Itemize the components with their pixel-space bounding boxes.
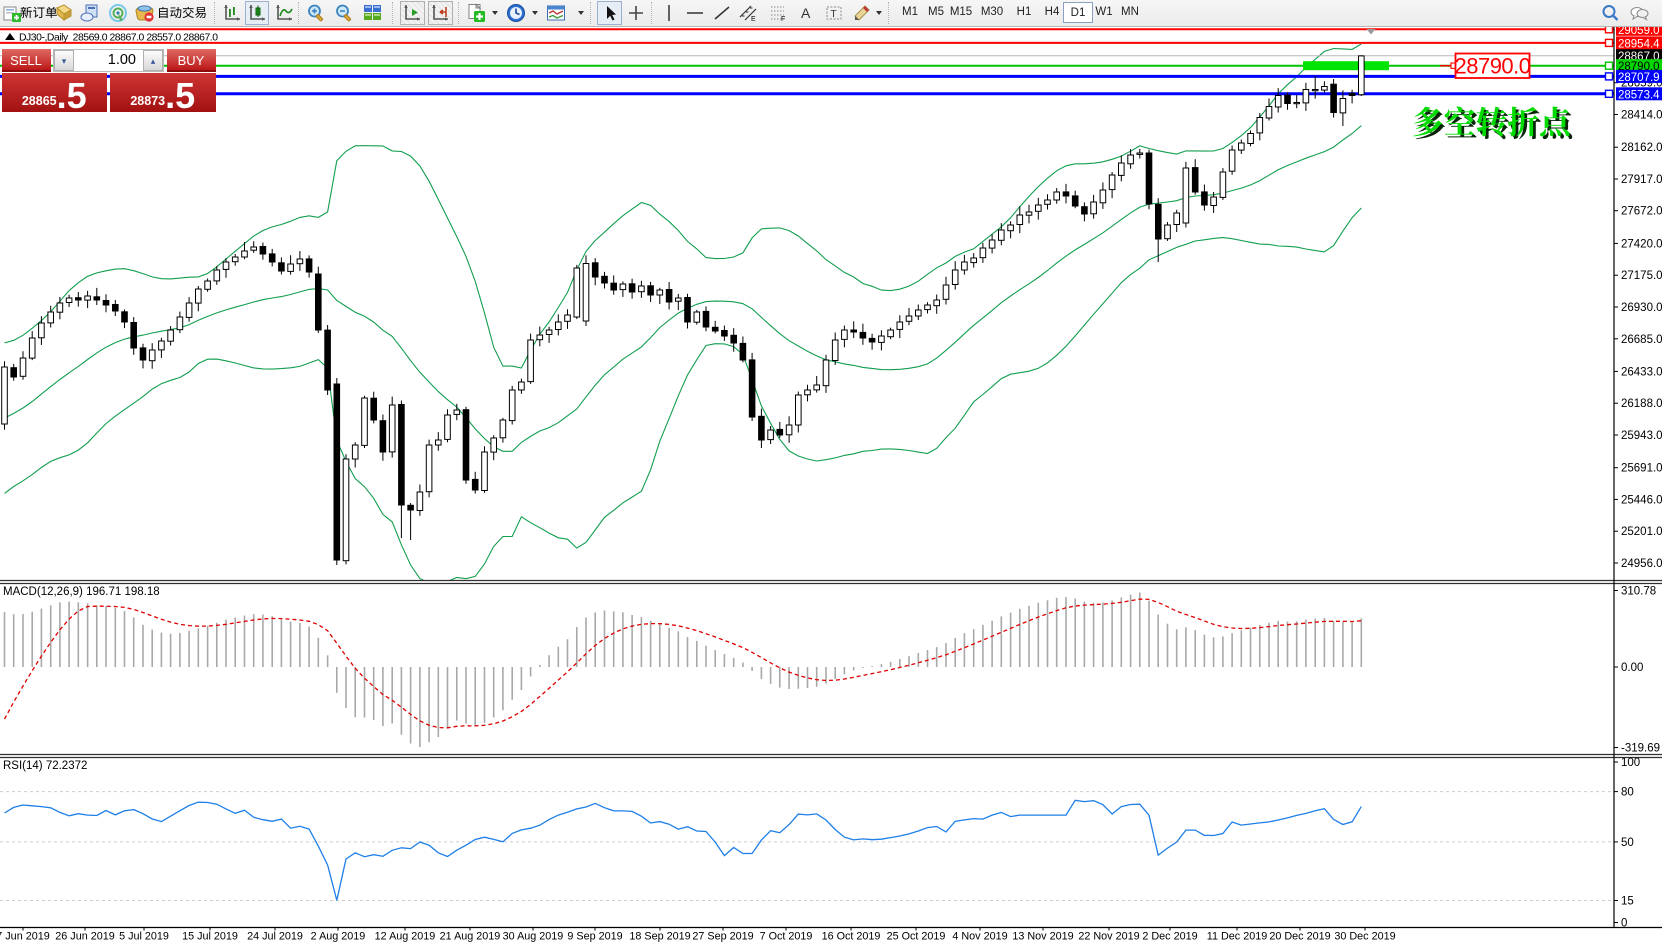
svg-text:18 Sep 2019: 18 Sep 2019 bbox=[629, 931, 690, 943]
svg-text:25691.0: 25691.0 bbox=[1621, 463, 1662, 475]
svg-text:4 Nov 2019: 4 Nov 2019 bbox=[952, 931, 1007, 943]
svg-text:28790.0: 28790.0 bbox=[1454, 54, 1530, 79]
svg-text:28162.0: 28162.0 bbox=[1621, 142, 1662, 154]
svg-text:29059.0: 29059.0 bbox=[1618, 27, 1660, 37]
svg-text:28954.4: 28954.4 bbox=[1618, 38, 1660, 50]
svg-text:100: 100 bbox=[1621, 757, 1640, 769]
svg-text:310.78: 310.78 bbox=[1621, 586, 1656, 598]
svg-text:2 Dec 2019: 2 Dec 2019 bbox=[1142, 931, 1197, 943]
svg-text:24 Jul 2019: 24 Jul 2019 bbox=[247, 931, 303, 943]
svg-text:2 Aug 2019: 2 Aug 2019 bbox=[311, 931, 366, 943]
svg-text:28573.4: 28573.4 bbox=[1618, 89, 1660, 101]
svg-text:26 Jun 2019: 26 Jun 2019 bbox=[55, 931, 114, 943]
svg-text:15 Jul 2019: 15 Jul 2019 bbox=[182, 931, 238, 943]
svg-text:MACD(12,26,9) 196.71 198.18: MACD(12,26,9) 196.71 198.18 bbox=[3, 586, 160, 598]
svg-text:11 Dec 2019: 11 Dec 2019 bbox=[1207, 931, 1267, 943]
svg-text:27175.0: 27175.0 bbox=[1621, 270, 1662, 282]
svg-text:7 Oct 2019: 7 Oct 2019 bbox=[760, 931, 813, 943]
svg-text:20 Dec 2019: 20 Dec 2019 bbox=[1269, 931, 1330, 943]
svg-text:13 Nov 2019: 13 Nov 2019 bbox=[1012, 931, 1073, 943]
svg-text:0: 0 bbox=[1621, 918, 1627, 930]
svg-text:5 Jul 2019: 5 Jul 2019 bbox=[119, 931, 169, 943]
svg-text:25446.0: 25446.0 bbox=[1621, 494, 1662, 506]
svg-text:-319.69: -319.69 bbox=[1621, 743, 1660, 755]
svg-text:27420.0: 27420.0 bbox=[1621, 238, 1662, 250]
svg-text:26433.0: 26433.0 bbox=[1621, 366, 1662, 378]
svg-text:25943.0: 25943.0 bbox=[1621, 430, 1662, 442]
svg-text:0.00: 0.00 bbox=[1621, 662, 1643, 674]
svg-text:27672.0: 27672.0 bbox=[1621, 206, 1662, 218]
svg-text:27 Sep 2019: 27 Sep 2019 bbox=[692, 931, 753, 943]
svg-text:30 Aug 2019: 30 Aug 2019 bbox=[503, 931, 564, 943]
svg-text:26930.0: 26930.0 bbox=[1621, 302, 1662, 314]
svg-text:50: 50 bbox=[1621, 837, 1634, 849]
svg-text:7 Jun 2019: 7 Jun 2019 bbox=[0, 931, 50, 943]
svg-text:12 Aug 2019: 12 Aug 2019 bbox=[375, 931, 436, 943]
svg-text:16 Oct 2019: 16 Oct 2019 bbox=[822, 931, 881, 943]
svg-text:28414.0: 28414.0 bbox=[1621, 110, 1662, 122]
svg-text:E: E bbox=[751, 16, 756, 23]
svg-text:30 Dec 2019: 30 Dec 2019 bbox=[1334, 931, 1395, 943]
svg-text:A: A bbox=[801, 5, 811, 21]
svg-text:22 Nov 2019: 22 Nov 2019 bbox=[1078, 931, 1139, 943]
svg-text:DJ30-,Daily 28569.0 28867.0 2: DJ30-,Daily 28569.0 28867.0 28557.0 2886… bbox=[19, 33, 218, 44]
svg-text:21 Aug 2019: 21 Aug 2019 bbox=[440, 931, 501, 943]
svg-text:9 Sep 2019: 9 Sep 2019 bbox=[567, 931, 622, 943]
svg-text:25 Oct 2019: 25 Oct 2019 bbox=[887, 931, 946, 943]
svg-text:25201.0: 25201.0 bbox=[1621, 526, 1662, 538]
svg-text:24956.0: 24956.0 bbox=[1621, 558, 1662, 570]
svg-text:26685.0: 26685.0 bbox=[1621, 334, 1662, 346]
svg-text:RSI(14) 72.2372: RSI(14) 72.2372 bbox=[3, 760, 87, 772]
svg-text:28707.9: 28707.9 bbox=[1618, 72, 1660, 84]
svg-text:F: F bbox=[781, 16, 785, 23]
svg-text:26188.0: 26188.0 bbox=[1621, 398, 1662, 410]
svg-text:80: 80 bbox=[1621, 787, 1634, 799]
svg-text:T: T bbox=[831, 9, 837, 20]
svg-text:27917.0: 27917.0 bbox=[1621, 174, 1662, 186]
svg-text:15: 15 bbox=[1621, 896, 1634, 908]
